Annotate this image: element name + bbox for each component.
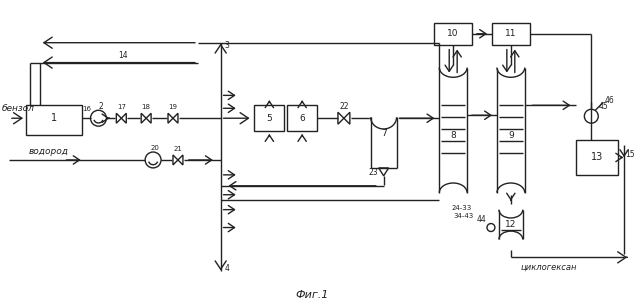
Text: 46: 46 [604,96,614,105]
Text: 19: 19 [168,104,177,110]
Bar [255,105,284,131]
Text: 6: 6 [300,114,305,123]
Text: 10: 10 [447,29,459,38]
Text: 9: 9 [508,130,514,140]
Text: бензол: бензол [1,104,35,113]
Text: 14: 14 [118,51,128,60]
Bar [435,23,472,45]
Text: 24-33: 24-33 [451,205,471,211]
Text: 21: 21 [173,146,182,152]
Text: 5: 5 [266,114,272,123]
Bar [577,140,618,175]
Text: 23: 23 [369,168,378,177]
Text: 20: 20 [150,145,159,151]
Text: 4: 4 [224,264,229,273]
Text: 13: 13 [591,153,604,162]
Text: 7: 7 [381,129,387,138]
Text: 44: 44 [476,215,486,224]
Text: 1: 1 [51,113,57,123]
Text: 17: 17 [117,104,126,110]
Text: водород: водород [29,146,68,156]
Text: 12: 12 [505,220,516,229]
Text: 16: 16 [82,106,91,112]
Text: 15: 15 [625,150,635,160]
Text: Фиг.1: Фиг.1 [296,290,329,300]
Text: циклогексан: циклогексан [520,263,577,272]
Text: 22: 22 [339,102,349,111]
Bar [492,23,530,45]
Bar [287,105,317,131]
Text: 2: 2 [98,102,103,111]
Text: 8: 8 [451,130,456,140]
Text: 45: 45 [598,102,608,111]
Bar [26,105,81,135]
Text: 3: 3 [224,41,229,50]
Text: 34-43: 34-43 [453,213,473,219]
Text: 11: 11 [505,29,516,38]
Text: 18: 18 [141,104,150,110]
